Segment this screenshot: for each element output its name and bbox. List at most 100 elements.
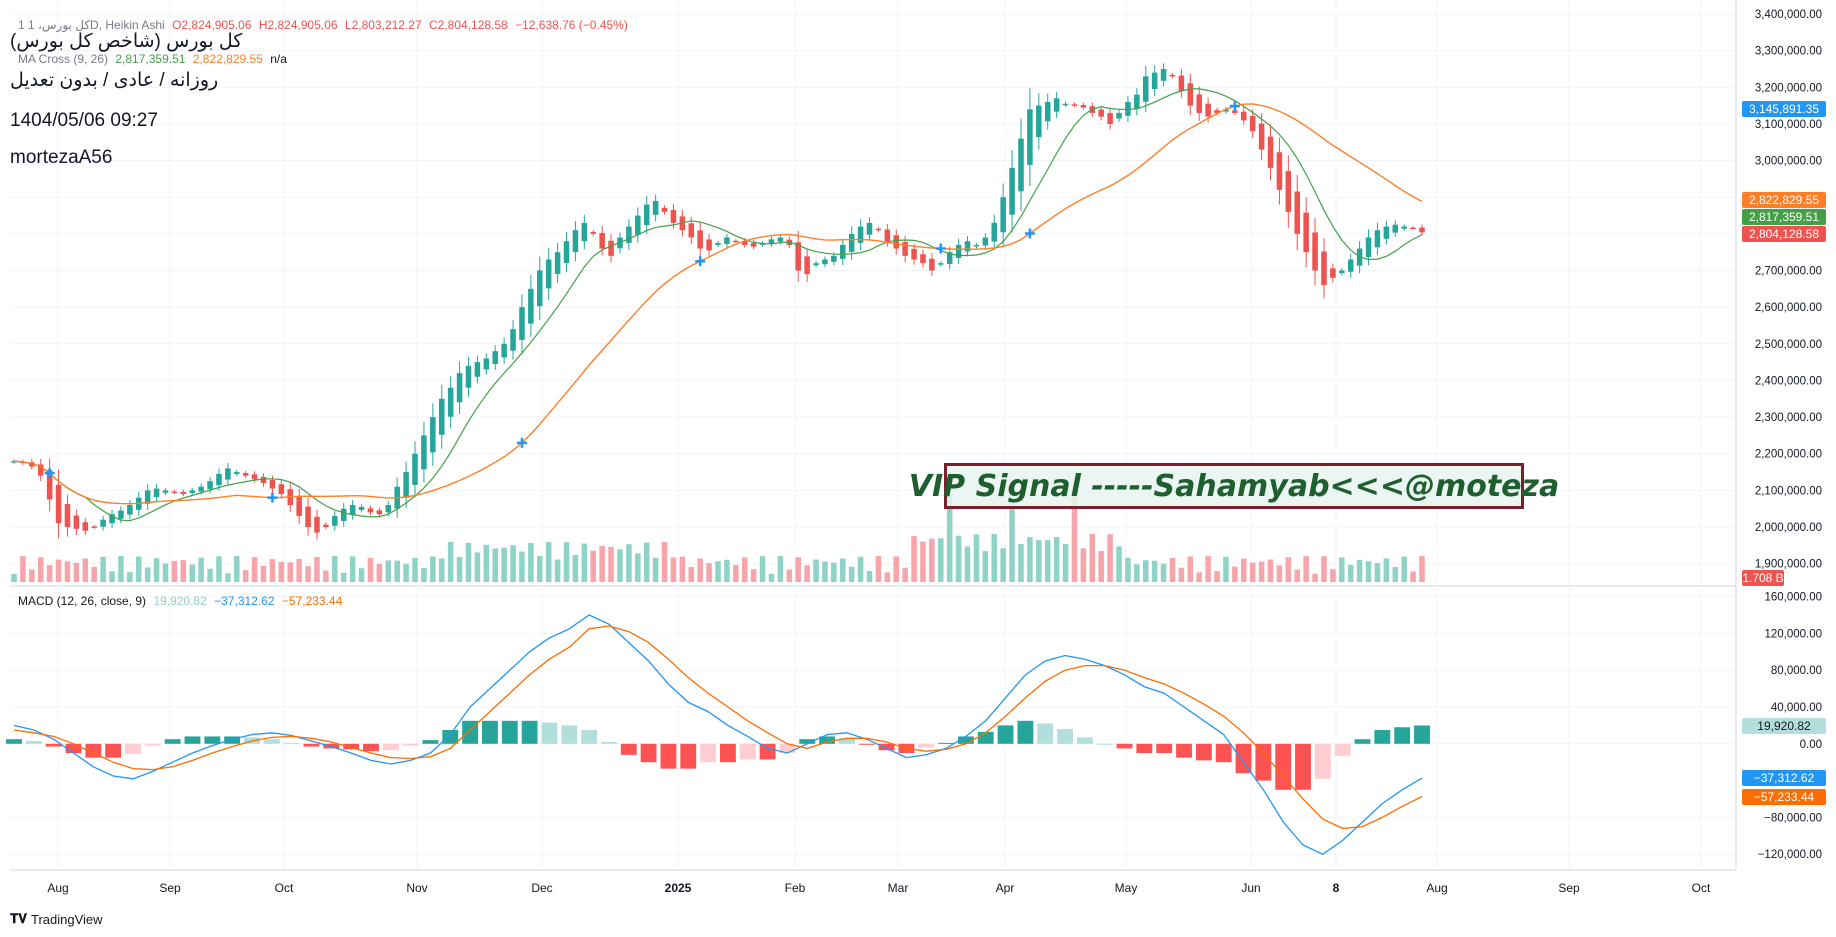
ma-fast-line [13, 88, 1423, 522]
volume-bar [982, 551, 989, 582]
candle-body [857, 226, 864, 243]
macd-histogram-bar [660, 743, 677, 769]
macd-histogram-bar [640, 743, 657, 763]
volume-tag: 1.708 B [1742, 570, 1784, 586]
volume-bar [1187, 556, 1194, 582]
candle-body [1116, 112, 1122, 119]
candle-body [447, 387, 454, 417]
macd-histogram-bar [680, 743, 697, 769]
macd-histogram-bar [819, 736, 836, 744]
candle-body [162, 490, 169, 493]
macd-histogram-bar [1314, 743, 1331, 779]
candle-body [403, 472, 409, 498]
volume-bar [1356, 559, 1363, 582]
candle-body [465, 365, 472, 388]
candle-body [1018, 138, 1024, 192]
price-tick-label: 2,600,000.00 [1755, 302, 1822, 314]
volume-bar [198, 557, 204, 582]
candle-body [750, 242, 757, 247]
volume-bar [1125, 557, 1131, 582]
candle-body [1000, 197, 1006, 233]
volume-bar [599, 545, 605, 582]
candle-body [1098, 109, 1104, 117]
candle-body [537, 270, 543, 307]
volume-bar [563, 542, 570, 582]
macd-histogram-bar [1334, 743, 1351, 756]
candle-body [251, 474, 258, 480]
candle-body [661, 207, 668, 212]
candle-body [1383, 226, 1390, 239]
macd-tag-macd: −37,312.62 [1742, 770, 1826, 786]
volume-bar [242, 570, 249, 582]
volume-bar [82, 558, 89, 582]
macd-histogram-bar [1096, 743, 1113, 745]
volume-bar [608, 547, 614, 582]
candle-body [581, 222, 588, 242]
candle-body [1276, 152, 1283, 190]
volume-bar [741, 557, 748, 582]
volume-bar [581, 543, 588, 582]
candle-body [1160, 68, 1167, 81]
candle-body [848, 233, 855, 252]
candle-body [109, 514, 115, 524]
axes: 1,900,000.00 2,000,000.00 2,100,000.00 2,20… [47, 9, 1822, 895]
volume-bar [385, 560, 392, 582]
macd-histogram-bar [600, 741, 617, 744]
price-tick-label: 2,400,000.00 [1755, 375, 1822, 387]
macd-histogram-bar [402, 743, 419, 746]
volume-bar [403, 563, 409, 582]
price-tick-label: 2,200,000.00 [1755, 449, 1822, 461]
price-tag-ma-fast: 2,817,359.51 [1742, 209, 1826, 225]
volume-bar [1009, 486, 1015, 582]
candle-body [225, 468, 231, 480]
volume-bar [911, 536, 917, 582]
candle-body [911, 248, 917, 260]
candle-body [171, 491, 178, 494]
macd-tick-label: 160,000.00 [1764, 592, 1822, 604]
price-legend: 1 کل بورس، 1D, Heikin Ashi O2,824,905.06… [18, 18, 632, 32]
candle-body [545, 259, 552, 289]
candle-body [82, 522, 89, 531]
candle-body [430, 417, 436, 453]
macd-histogram-bar [1354, 739, 1371, 744]
volume-bar [1178, 567, 1185, 582]
candle-body [554, 252, 561, 274]
legend-open: O2,824,905.06 [172, 18, 252, 32]
volume-bar [697, 558, 703, 582]
volume-bar [724, 559, 730, 582]
time-tick-label: Jun [1241, 881, 1260, 895]
volume-bar [153, 558, 160, 582]
candle-body [483, 358, 490, 370]
candle-body [813, 263, 819, 266]
volume-bar [857, 556, 864, 582]
candle-body [501, 343, 507, 358]
macd-histogram-bar [303, 743, 320, 747]
ma-slow-line [13, 103, 1423, 505]
candle-body [73, 515, 80, 529]
volume-bar [1018, 543, 1024, 582]
candle-body [688, 223, 695, 238]
volume-bar [973, 534, 980, 582]
candle-body [55, 484, 62, 524]
volume-bar [1080, 548, 1087, 582]
macd-histogram-bar [1116, 743, 1133, 749]
macd-histogram-bar [1414, 725, 1430, 744]
macd-histogram-bar [1394, 727, 1411, 744]
candle-body [938, 263, 944, 265]
volume-bar [848, 566, 855, 582]
volume-bar [875, 556, 882, 582]
volume-bar [946, 494, 953, 582]
volume-bar [1214, 571, 1220, 582]
candle-body [456, 373, 463, 403]
volume-bar [786, 569, 793, 582]
volume-bar [884, 572, 891, 582]
volume-bar [652, 557, 659, 582]
volume-bar [661, 542, 668, 582]
candle-body [893, 235, 899, 249]
volume-bar [483, 544, 490, 582]
candle-body [964, 241, 971, 252]
candle-body [1374, 230, 1381, 248]
candle-body [234, 472, 240, 474]
candle-body [242, 473, 249, 476]
